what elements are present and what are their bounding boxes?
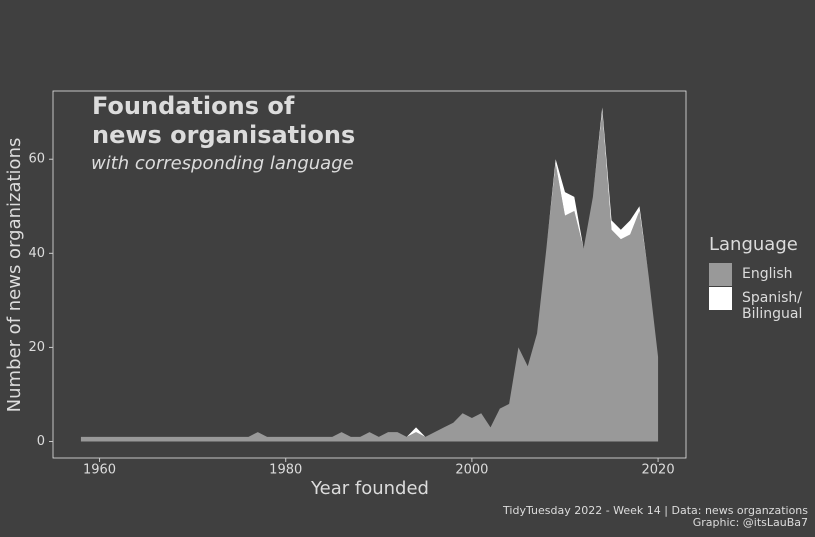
x-tick-label: 2020 xyxy=(642,463,675,478)
y-axis-label: Number of news organizations xyxy=(4,138,25,413)
x-axis-label: Year founded xyxy=(310,478,429,499)
y-tick-label: 40 xyxy=(28,246,45,261)
caption: Graphic: @itsLauBa7 xyxy=(693,516,808,529)
caption: TidyTuesday 2022 - Week 14 | Data: news … xyxy=(502,504,808,517)
x-tick-label: 1980 xyxy=(269,463,302,478)
y-tick-label: 0 xyxy=(37,434,45,449)
legend-key xyxy=(709,287,732,310)
legend-label: English xyxy=(742,266,793,282)
chart-title: Foundations of news organisations xyxy=(92,92,355,149)
legend-label: Spanish/Bilingual xyxy=(742,290,802,322)
chart-subtitle: with corresponding language xyxy=(91,153,354,174)
legend-title: Language xyxy=(709,234,798,255)
legend-key xyxy=(709,263,732,286)
y-tick-label: 20 xyxy=(28,340,45,355)
x-tick-label: 2000 xyxy=(455,463,488,478)
area xyxy=(80,112,659,442)
y-tick-label: 60 xyxy=(28,152,45,167)
x-tick-label: 1960 xyxy=(83,463,116,478)
